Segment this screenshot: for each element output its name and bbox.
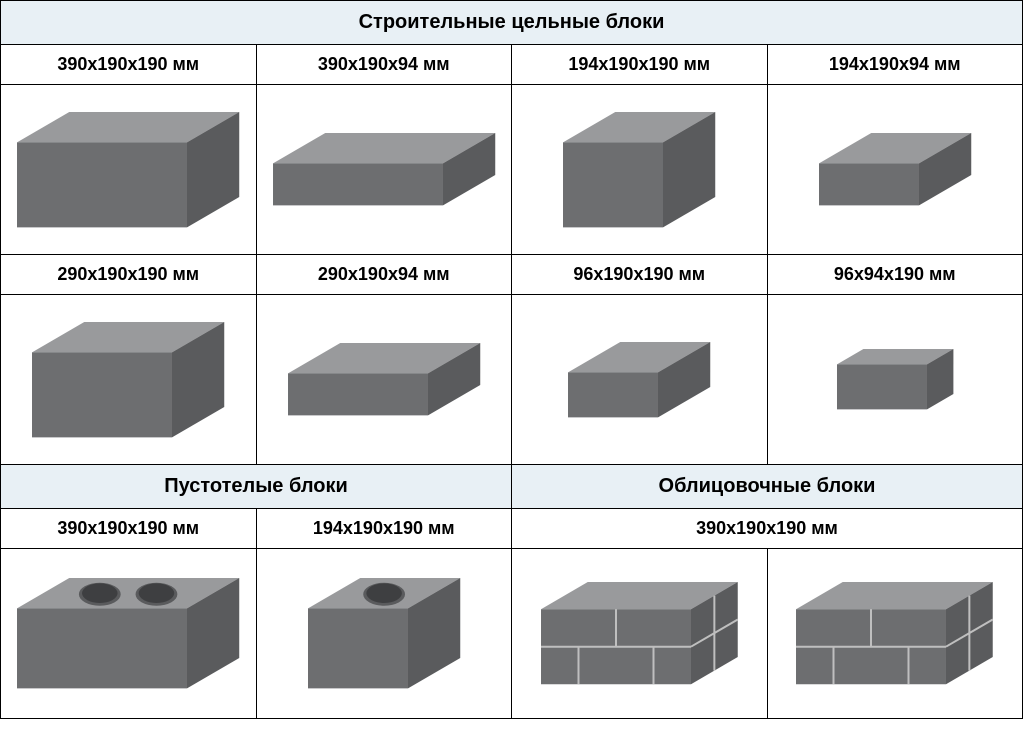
size-label: 194x190x190 мм [512, 45, 768, 85]
block-preview [1, 295, 257, 465]
block-preview [257, 85, 513, 255]
block-preview [512, 85, 768, 255]
size-label: 390x190x190 мм [1, 509, 257, 549]
section-header: Облицовочные блоки [512, 465, 1023, 509]
size-label: 194x190x94 мм [768, 45, 1023, 85]
section-header: Строительные цельные блоки [1, 1, 1023, 45]
block-preview [1, 549, 257, 719]
size-label: 290x190x94 мм [257, 255, 513, 295]
block-preview [1, 85, 257, 255]
size-label: 290x190x190 мм [1, 255, 257, 295]
block-preview [512, 295, 768, 465]
section-header: Пустотелые блоки [1, 465, 512, 509]
block-preview [768, 85, 1023, 255]
size-label: 390x190x190 мм [512, 509, 1023, 549]
block-preview [257, 549, 513, 719]
size-label: 96x94x190 мм [768, 255, 1023, 295]
block-preview [512, 549, 768, 719]
block-spec-table: Строительные цельные блоки390x190x190 мм… [0, 0, 1023, 719]
size-label: 96x190x190 мм [512, 255, 768, 295]
block-preview [768, 549, 1023, 719]
size-label: 194x190x190 мм [257, 509, 513, 549]
block-preview [768, 295, 1023, 465]
size-label: 390x190x190 мм [1, 45, 257, 85]
size-label: 390x190x94 мм [257, 45, 513, 85]
block-preview [257, 295, 513, 465]
